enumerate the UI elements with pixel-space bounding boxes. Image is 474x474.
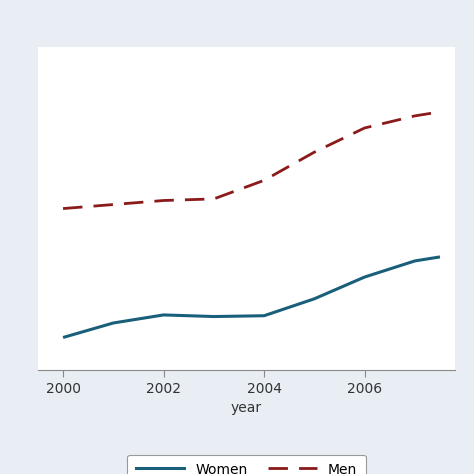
X-axis label: year: year: [231, 401, 262, 415]
Legend: Women, Men: Women, Men: [127, 455, 366, 474]
